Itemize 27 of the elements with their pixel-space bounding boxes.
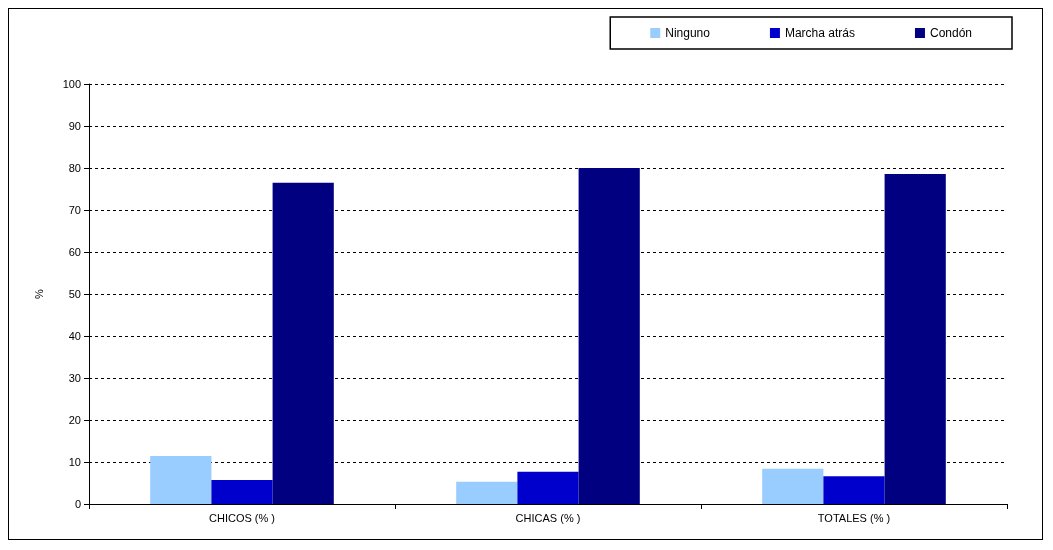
y-tick-label: 60 (68, 246, 81, 258)
y-tick-label: 80 (68, 162, 81, 174)
legend-label: Ninguno (665, 26, 711, 40)
legend-label: Condón (929, 26, 973, 40)
bar (517, 471, 579, 504)
y-tick-label: 10 (68, 456, 81, 468)
bar (272, 182, 334, 504)
y-tick-label: 0 (74, 498, 81, 510)
y-tick-label: 100 (62, 78, 81, 90)
y-tick-label: 40 (68, 330, 81, 342)
y-tick-label: 50 (68, 288, 81, 300)
bar (150, 456, 212, 504)
bar (211, 480, 273, 504)
bar (456, 481, 518, 504)
bar (578, 168, 640, 504)
bar (884, 173, 946, 504)
x-tick-label: CHICAS (% ) (515, 511, 581, 524)
y-axis-title: % (32, 288, 45, 299)
x-tick-label: CHICOS (% ) (209, 511, 275, 524)
y-tick-label: 90 (68, 120, 81, 132)
y-tick-label: 20 (68, 414, 81, 426)
legend-label: Marcha atrás (784, 26, 855, 40)
bar (823, 476, 885, 504)
x-tick-label: TOTALES (% ) (817, 511, 891, 524)
y-tick-label: 70 (68, 204, 81, 216)
bar (762, 468, 824, 504)
y-tick-label: 30 (68, 372, 81, 384)
